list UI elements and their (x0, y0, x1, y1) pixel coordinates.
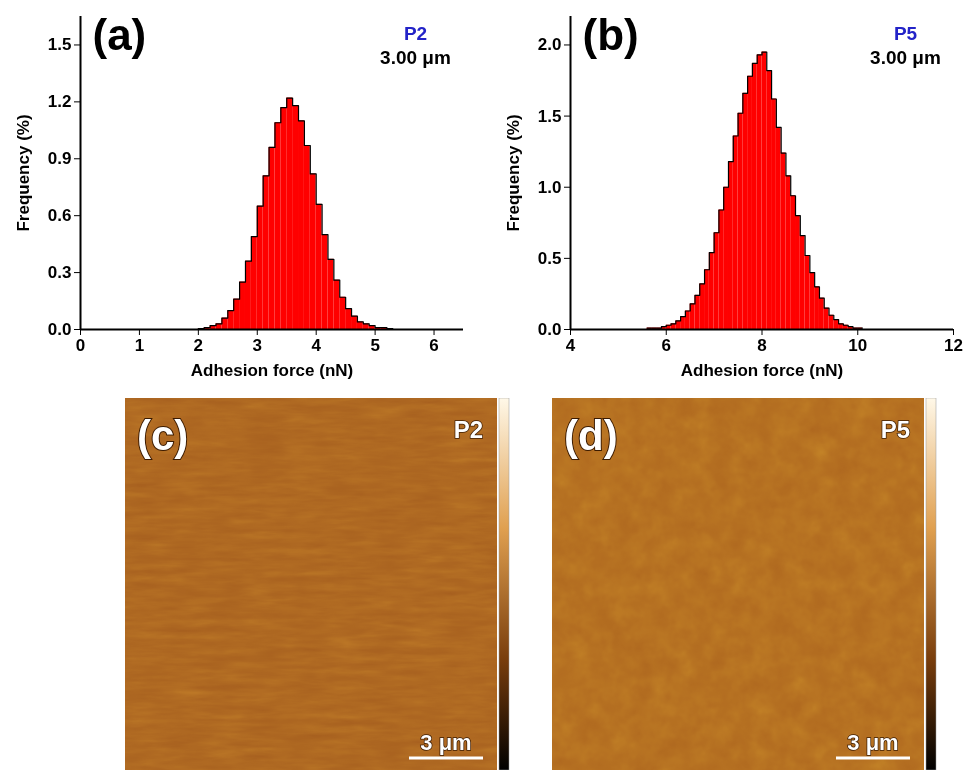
svg-text:3 μm: 3 μm (420, 730, 471, 755)
svg-text:1.0: 1.0 (538, 178, 562, 197)
svg-text:Adhesion force (nN): Adhesion force (nN) (681, 361, 843, 380)
svg-text:0.0: 0.0 (48, 320, 72, 339)
svg-text:1.5: 1.5 (48, 35, 72, 54)
svg-text:Frequency (%): Frequency (%) (14, 114, 33, 231)
svg-text:2.0: 2.0 (538, 35, 562, 54)
svg-text:(c): (c) (137, 412, 188, 459)
svg-text:P5: P5 (894, 23, 918, 44)
svg-text:5: 5 (370, 336, 379, 355)
svg-text:0.0: 0.0 (538, 320, 562, 339)
svg-text:4: 4 (566, 336, 576, 355)
svg-text:6: 6 (429, 336, 438, 355)
svg-text:12: 12 (944, 336, 963, 355)
svg-text:3.00 μm: 3.00 μm (380, 47, 451, 68)
svg-text:Adhesion force (nN): Adhesion force (nN) (191, 361, 353, 380)
svg-text:1: 1 (135, 336, 144, 355)
svg-text:3: 3 (253, 336, 262, 355)
svg-text:6: 6 (662, 336, 671, 355)
svg-text:0.9: 0.9 (48, 149, 72, 168)
svg-text:0: 0 (76, 336, 85, 355)
svg-text:(d): (d) (564, 412, 618, 459)
svg-text:2: 2 (194, 336, 203, 355)
svg-text:10: 10 (848, 336, 867, 355)
svg-text:3.00 μm: 3.00 μm (870, 47, 941, 68)
svg-text:P5: P5 (881, 416, 910, 443)
svg-text:Frequency (%): Frequency (%) (504, 114, 523, 231)
svg-text:1.5: 1.5 (538, 107, 562, 126)
svg-text:(b): (b) (583, 10, 639, 59)
svg-text:8: 8 (757, 336, 766, 355)
svg-text:1.2: 1.2 (48, 92, 72, 111)
svg-text:3 μm: 3 μm (847, 730, 898, 755)
svg-text:(a): (a) (93, 10, 147, 59)
svg-text:0.5: 0.5 (538, 249, 562, 268)
svg-text:0.3: 0.3 (48, 263, 72, 282)
svg-text:P2: P2 (454, 416, 483, 443)
svg-text:4: 4 (311, 336, 321, 355)
svg-text:0.6: 0.6 (48, 206, 72, 225)
svg-text:P2: P2 (404, 23, 427, 44)
